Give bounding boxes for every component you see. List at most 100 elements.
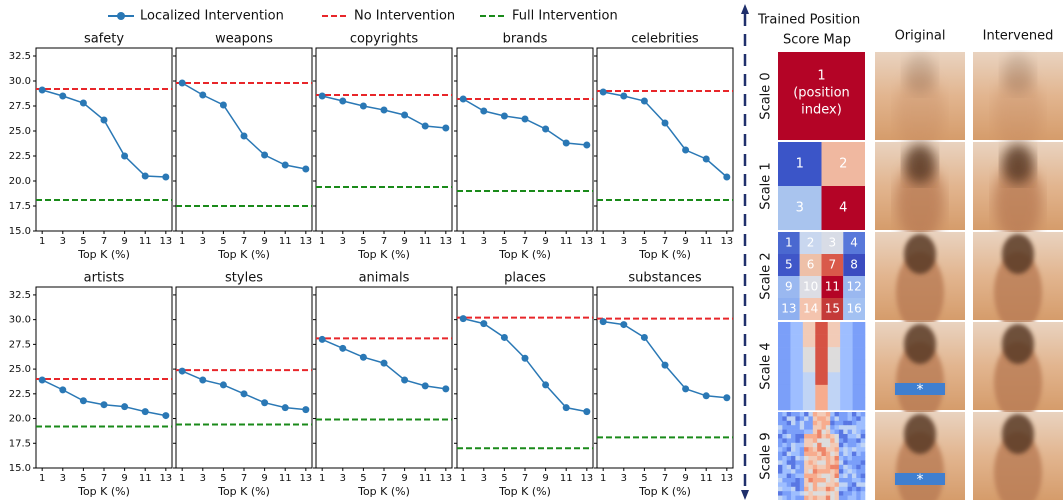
score-cell bbox=[786, 478, 792, 483]
score-cell bbox=[778, 495, 783, 500]
y-tick-label: 27.5 bbox=[9, 339, 31, 350]
point bbox=[459, 315, 467, 323]
score-cell bbox=[847, 486, 853, 492]
figure-body bbox=[896, 252, 944, 332]
score-cell bbox=[817, 460, 822, 466]
score-cell bbox=[802, 322, 816, 335]
score-cell bbox=[795, 473, 801, 479]
column-header: Intervened bbox=[983, 29, 1054, 44]
series-line bbox=[603, 91, 728, 178]
point bbox=[640, 97, 648, 105]
x-tick-label: 5 bbox=[80, 473, 86, 484]
score-cell bbox=[847, 412, 853, 417]
score-cell bbox=[830, 495, 835, 500]
score-cell bbox=[817, 442, 822, 448]
score-cell bbox=[821, 482, 827, 488]
score-cell bbox=[821, 416, 827, 422]
score-cell bbox=[856, 447, 861, 452]
point bbox=[480, 107, 488, 115]
image: * bbox=[875, 412, 965, 500]
x-tick-label: 13 bbox=[720, 473, 733, 484]
marker: * bbox=[917, 472, 924, 488]
cell-label: 16 bbox=[846, 302, 861, 316]
score-cell bbox=[860, 434, 866, 439]
score-cell bbox=[847, 491, 853, 496]
score-cell bbox=[856, 469, 861, 474]
point bbox=[421, 382, 429, 390]
figure-hair bbox=[1002, 144, 1034, 184]
y-tick-label: 22.5 bbox=[9, 151, 31, 162]
score-cell bbox=[830, 491, 835, 496]
cell-label: 15 bbox=[825, 302, 840, 316]
score-cell bbox=[830, 416, 835, 422]
cell-label: 1 bbox=[817, 69, 825, 84]
score-cell bbox=[782, 464, 787, 470]
cell-label: 2 bbox=[807, 236, 815, 250]
score-cell bbox=[838, 425, 844, 430]
score-cell bbox=[817, 412, 822, 417]
score-cell bbox=[782, 491, 787, 496]
x-axis-label: Top K (%) bbox=[638, 485, 691, 498]
score-cell bbox=[802, 384, 816, 398]
score-cell bbox=[799, 464, 805, 470]
score-cell bbox=[838, 416, 844, 422]
score-cell bbox=[778, 412, 783, 417]
point bbox=[141, 172, 149, 180]
x-tick-label: 13 bbox=[720, 236, 733, 247]
x-tick-label: 13 bbox=[439, 236, 452, 247]
score-cell bbox=[808, 429, 814, 435]
score-cell bbox=[791, 425, 796, 430]
score-cell bbox=[795, 420, 801, 426]
score-cell bbox=[790, 384, 804, 398]
point bbox=[521, 354, 529, 362]
score-cell bbox=[851, 486, 857, 492]
x-tick-label: 3 bbox=[340, 473, 346, 484]
score-cell bbox=[791, 460, 796, 466]
y-tick-label: 30.0 bbox=[9, 315, 31, 326]
score-cell bbox=[830, 438, 835, 444]
point bbox=[302, 406, 310, 414]
score-cell bbox=[778, 456, 783, 461]
score-cell bbox=[825, 495, 831, 500]
score-cell bbox=[795, 434, 801, 439]
score-cell bbox=[804, 482, 809, 488]
score-cell bbox=[795, 447, 801, 452]
score-cell bbox=[790, 347, 804, 361]
score-cell bbox=[799, 451, 805, 457]
score-cell bbox=[843, 429, 848, 435]
x-axis-label: Top K (%) bbox=[357, 248, 410, 261]
score-cell bbox=[840, 334, 853, 348]
score-cell bbox=[825, 429, 831, 435]
x-axis-label: Top K (%) bbox=[77, 248, 130, 261]
score-cell bbox=[838, 442, 844, 448]
score-cell bbox=[860, 420, 866, 426]
score-cell bbox=[812, 438, 818, 444]
score-cell bbox=[834, 447, 840, 452]
x-axis-label: Top K (%) bbox=[77, 485, 130, 498]
cell-label: 11 bbox=[825, 280, 840, 294]
score-cell bbox=[843, 478, 848, 483]
score-cell bbox=[847, 425, 853, 430]
plot-frame bbox=[456, 286, 594, 469]
score-cell bbox=[851, 434, 857, 439]
x-tick-label: 11 bbox=[279, 473, 292, 484]
score-cell bbox=[821, 438, 827, 444]
score-cell bbox=[799, 276, 822, 298]
score-cell bbox=[843, 412, 848, 417]
score-cell bbox=[825, 420, 831, 426]
score-cell bbox=[834, 478, 840, 483]
score-cell bbox=[825, 469, 831, 474]
x-tick-label: 5 bbox=[360, 236, 366, 247]
x-tick-label: 7 bbox=[381, 236, 387, 247]
score-cell bbox=[815, 347, 829, 361]
score-cell bbox=[834, 442, 840, 448]
x-axis-label: Top K (%) bbox=[638, 248, 691, 261]
score-cell bbox=[782, 482, 787, 488]
score-cell bbox=[804, 451, 809, 457]
score-cell bbox=[782, 495, 787, 500]
score-cell bbox=[851, 425, 857, 430]
point bbox=[702, 155, 710, 163]
point bbox=[281, 404, 289, 412]
score-cell bbox=[827, 322, 841, 335]
y-tick-label: 22.5 bbox=[9, 389, 31, 400]
